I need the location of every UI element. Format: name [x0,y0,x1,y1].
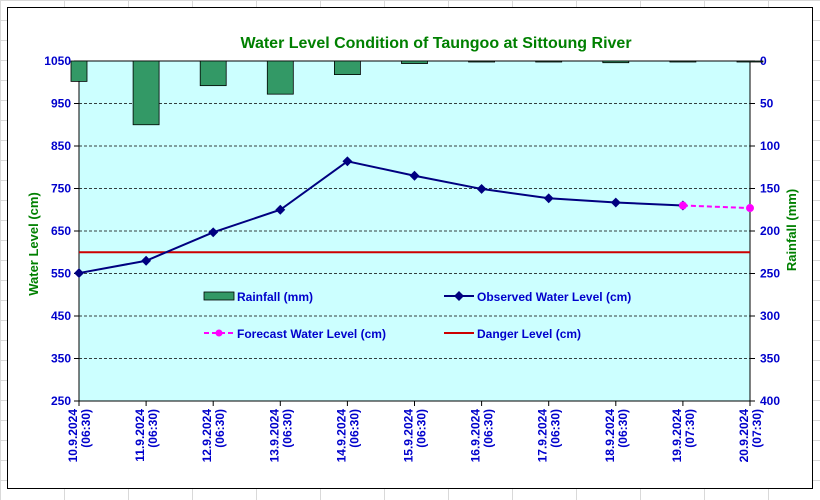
left-tick-label: 550 [51,267,71,281]
x-tick-label: 10.9.2024(06:30) [66,409,93,463]
x-tick-label: 17.9.2024(06:30) [536,409,563,463]
chart-title: Water Level Condition of Taungoo at Sitt… [240,35,631,52]
chart-area[interactable]: Water Level Condition of Taungoo at Sitt… [7,7,813,489]
left-tick-label: 650 [51,224,71,238]
observed-point [543,193,554,204]
x-tick-label: 13.9.2024(06:30) [267,409,294,463]
y-axis-label-left: Water Level (cm) [26,192,41,296]
observed-point [141,255,152,266]
x-tick-label: 11.9.2024(06:30) [133,409,160,462]
observed-point [342,156,353,167]
legend-forecast-marker [215,329,223,337]
x-tick-label: 18.9.2024(06:30) [603,409,630,463]
rainfall-bar [70,60,88,82]
rainfall-bar [199,60,227,87]
legend-observed-label: Observed Water Level (cm) [477,290,631,304]
rainfall-bar [736,60,764,63]
observed-point [208,227,219,238]
rainfall-bar [468,60,496,63]
left-tick-label: 850 [51,139,71,153]
left-tick-label: 350 [51,352,71,366]
left-tick-label: 1050 [44,54,71,68]
x-tick-label: 19.9.2024(07:30) [670,409,697,463]
right-tick-label: 400 [760,394,780,408]
rainfall-bar [602,60,630,64]
forecast-water-level-line [682,204,751,210]
right-tick-label: 0 [760,54,767,68]
right-tick-label: 200 [760,224,780,238]
rainfall-bar [535,60,563,63]
forecast-point [746,204,754,213]
observed-point [476,183,487,194]
x-tick-label: 12.9.2024(06:30) [200,409,227,463]
left-tick-label: 250 [51,394,71,408]
x-tick-label: 20.9.2024(07:30) [737,409,764,463]
right-tick-label: 350 [760,352,780,366]
left-tick-label: 450 [51,309,71,323]
rainfall-bar [266,60,294,95]
observed-point [610,197,621,208]
rainfall-bar [132,60,160,126]
rainfall-bar [333,60,361,75]
x-tick-label: 14.9.2024(06:30) [334,409,361,463]
left-tick-label: 950 [51,97,71,111]
water-level-chart: Water Level Condition of Taungoo at Sitt… [26,35,799,463]
right-tick-label: 100 [760,139,780,153]
x-tick-label: 15.9.2024(06:30) [402,409,429,463]
legend-observed-marker [454,291,464,301]
legend-rainfall-swatch [203,291,235,301]
x-tick-label: 16.9.2024(06:30) [469,409,496,463]
observed-point [275,204,286,215]
y-axis-label-right: Rainfall (mm) [784,189,799,271]
rainfall-bar [669,60,697,63]
observed-water-level-line [78,160,683,275]
left-tick-label: 750 [51,182,71,196]
rainfall-bar [401,60,428,64]
observed-point [409,170,420,181]
legend-rainfall-label: Rainfall (mm) [237,290,313,304]
legend-danger-label: Danger Level (cm) [477,327,581,341]
forecast-point [678,201,687,210]
right-tick-label: 300 [760,309,780,323]
right-tick-label: 50 [760,97,774,111]
right-tick-label: 150 [760,182,780,196]
right-tick-label: 250 [760,267,780,281]
legend-forecast-label: Forecast Water Level (cm) [237,327,386,341]
